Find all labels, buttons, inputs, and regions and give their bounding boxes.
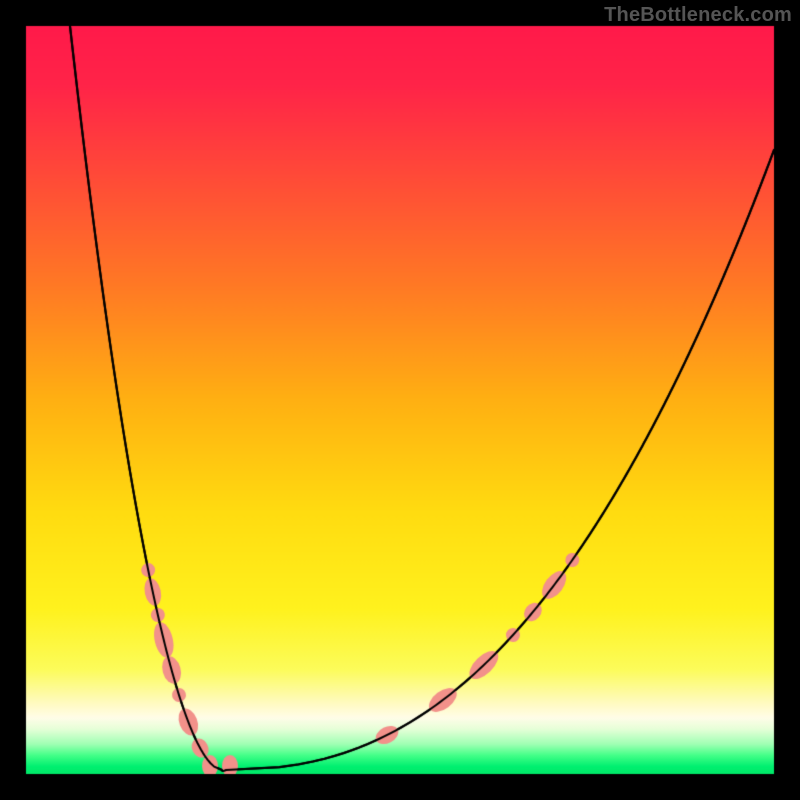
chart-container: TheBottleneck.com	[0, 0, 800, 800]
watermark-text: TheBottleneck.com	[604, 4, 792, 27]
bottleneck-curve-chart	[0, 0, 800, 800]
